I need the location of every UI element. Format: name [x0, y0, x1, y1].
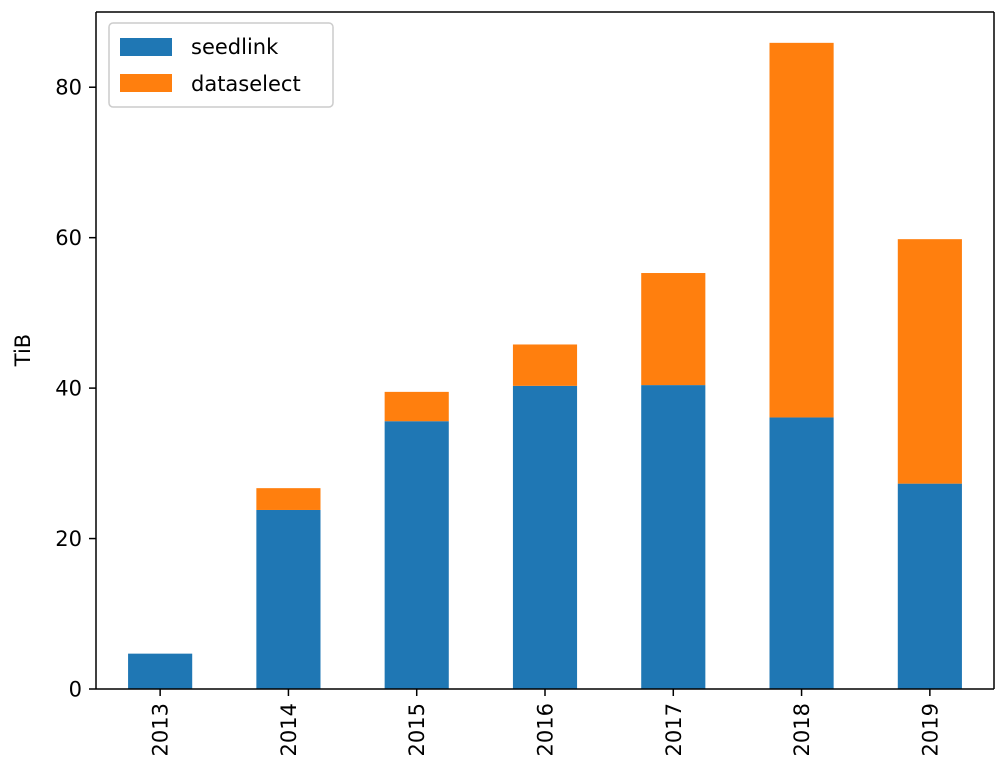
x-tick-label-2015: 2015 — [405, 703, 429, 756]
bar-dataselect-2014 — [256, 488, 321, 510]
legend-swatch-seedlink — [120, 38, 172, 56]
x-tick-label-2017: 2017 — [662, 703, 686, 756]
bar-dataselect-2016 — [512, 344, 578, 386]
legend: seedlink dataselect — [108, 22, 334, 108]
bar-dataselect-2018 — [769, 42, 834, 418]
x-tick-label-2019: 2019 — [918, 703, 942, 756]
bar-seedlink-2013 — [128, 653, 193, 689]
bar-seedlink-2016 — [512, 385, 578, 689]
x-tick-label-2018: 2018 — [790, 703, 814, 756]
y-axis-title: TiB — [11, 334, 35, 367]
y-tick-label-20: 20 — [55, 527, 82, 551]
y-tick-label-60: 60 — [55, 226, 82, 250]
y-tick-label-40: 40 — [55, 377, 82, 401]
y-tick-label-80: 80 — [55, 76, 82, 100]
x-tick-label-2014: 2014 — [277, 703, 301, 756]
x-tick-label-2013: 2013 — [149, 703, 173, 756]
bar-dataselect-2019 — [897, 239, 962, 484]
bar-seedlink-2014 — [256, 509, 321, 689]
bar-seedlink-2015 — [384, 421, 449, 689]
y-ticks: 0 20 40 60 80 — [55, 76, 96, 702]
bars-layer — [128, 42, 962, 689]
bar-dataselect-2015 — [384, 391, 449, 422]
x-ticks: 2013 2014 2015 2016 2017 2018 2019 — [149, 689, 942, 756]
x-tick-label-2016: 2016 — [534, 703, 558, 756]
bar-seedlink-2017 — [641, 385, 706, 689]
bar-seedlink-2019 — [897, 483, 962, 689]
bar-seedlink-2018 — [769, 417, 834, 689]
y-tick-label-0: 0 — [69, 678, 82, 702]
axes-layer — [95, 11, 995, 690]
legend-label-dataselect: dataselect — [191, 72, 301, 96]
legend-label-seedlink: seedlink — [191, 35, 279, 59]
legend-swatch-dataselect — [120, 74, 172, 92]
bar-dataselect-2017 — [641, 273, 706, 386]
